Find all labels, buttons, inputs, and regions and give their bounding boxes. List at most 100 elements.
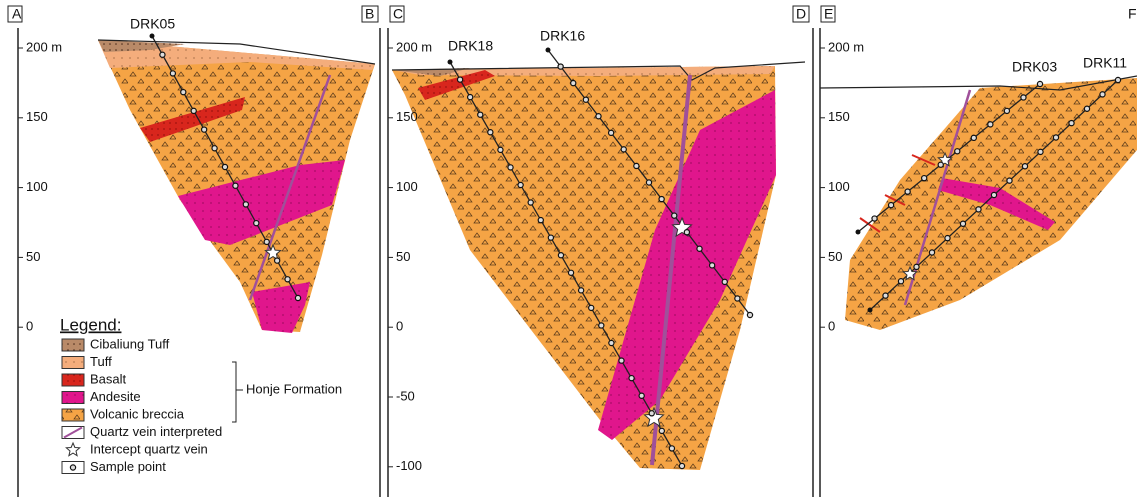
axis-label: 50 <box>26 249 40 264</box>
sample-point <box>498 147 503 152</box>
sample-point <box>747 312 752 317</box>
axis-label: -100 <box>396 458 422 473</box>
sample-point <box>922 176 927 181</box>
sample-point <box>646 180 651 185</box>
sample-point <box>735 296 740 301</box>
sample-point <box>1115 77 1120 82</box>
sample-point <box>955 149 960 154</box>
legend-label: Cibaliung Tuff <box>90 336 170 351</box>
sample-point <box>960 221 965 226</box>
section-label: E <box>824 6 833 22</box>
sample-point <box>914 264 919 269</box>
sample-point <box>888 202 893 207</box>
sample-point <box>1053 135 1058 140</box>
section-label: B <box>365 6 374 22</box>
drill-collar <box>856 230 861 235</box>
section-a <box>98 34 375 334</box>
sample-point <box>1069 121 1074 126</box>
sample-point <box>898 279 903 284</box>
sample-point <box>697 246 702 251</box>
legend-title: Legend: <box>60 315 121 334</box>
drill-collar <box>868 308 873 313</box>
sample-point <box>649 411 654 416</box>
section-label: D <box>796 6 806 22</box>
sample-point <box>710 263 715 268</box>
drill-collar <box>448 60 453 65</box>
sample-point <box>1021 95 1026 100</box>
sample-point <box>684 230 689 235</box>
legend-group-label: Honje Formation <box>246 381 342 396</box>
sample-point <box>596 114 601 119</box>
sample-point <box>619 358 624 363</box>
sample-point <box>599 323 604 328</box>
sample-point <box>275 258 280 263</box>
sample-point <box>170 71 175 76</box>
sample-point <box>629 376 634 381</box>
drill-collar <box>150 34 155 39</box>
sample-point <box>929 250 934 255</box>
section-label: A <box>12 6 22 22</box>
sample-point <box>659 428 664 433</box>
drill-hole-label: DRK05 <box>130 16 175 32</box>
legend-label: Intercept quartz vein <box>90 441 208 456</box>
drill-collar <box>546 48 551 53</box>
legend-swatch <box>66 443 79 456</box>
legend: Legend: Honje Formation Cibaliung Tuff Tu… <box>60 315 342 473</box>
axis-label: 150 <box>26 109 48 124</box>
sample-point <box>488 130 493 135</box>
sample-point <box>571 81 576 86</box>
axis-label: 100 <box>828 179 850 194</box>
sample-point <box>991 192 996 197</box>
axis-label: 100 <box>26 179 48 194</box>
axis-label: 50 <box>396 249 410 264</box>
sample-point <box>233 183 238 188</box>
axis-label: 150 <box>396 109 418 124</box>
axis-label: 200 m <box>828 39 864 54</box>
drill-hole-label: DRK18 <box>448 38 493 54</box>
sample-point <box>160 52 165 57</box>
axis-label: 0 <box>396 319 403 334</box>
sample-point <box>295 295 300 300</box>
axis-label: 100 <box>396 179 418 194</box>
section-label: F <box>1128 6 1137 22</box>
sample-point <box>508 165 513 170</box>
sample-point <box>609 130 614 135</box>
sample-point <box>1100 92 1105 97</box>
sample-point <box>468 95 473 100</box>
sample-point <box>254 221 259 226</box>
legend-label: Tuff <box>90 354 112 369</box>
legend-label: Basalt <box>90 371 127 386</box>
sample-point <box>538 217 543 222</box>
axis-label: 50 <box>828 249 842 264</box>
sample-point <box>222 164 227 169</box>
section-label: C <box>393 6 403 22</box>
sample-point <box>659 196 664 201</box>
legend-label: Volcanic breccia <box>90 406 185 421</box>
sample-point <box>971 135 976 140</box>
axis-label: 150 <box>828 109 850 124</box>
sample-point <box>1084 106 1089 111</box>
sample-point <box>938 162 943 167</box>
sample-point <box>579 288 584 293</box>
sample-point <box>191 108 196 113</box>
section-e <box>820 76 1137 330</box>
drill-hole-label: DRK16 <box>540 28 585 44</box>
drill-hole-label: DRK03 <box>1012 59 1057 75</box>
legend-swatch <box>62 374 84 386</box>
sample-point <box>976 207 981 212</box>
legend-swatch <box>70 465 75 470</box>
sample-point <box>548 235 553 240</box>
sample-point <box>1004 108 1009 113</box>
sample-point <box>883 293 888 298</box>
sample-point <box>669 446 674 451</box>
sample-point <box>568 270 573 275</box>
sample-point <box>285 277 290 282</box>
sample-point <box>583 97 588 102</box>
axis-label: 200 m <box>396 39 432 54</box>
legend-label: Quartz vein interpreted <box>90 424 222 439</box>
sample-point <box>988 122 993 127</box>
sample-point <box>518 182 523 187</box>
legend-swatch <box>62 339 84 351</box>
sample-point <box>672 213 677 218</box>
sample-point <box>212 146 217 151</box>
